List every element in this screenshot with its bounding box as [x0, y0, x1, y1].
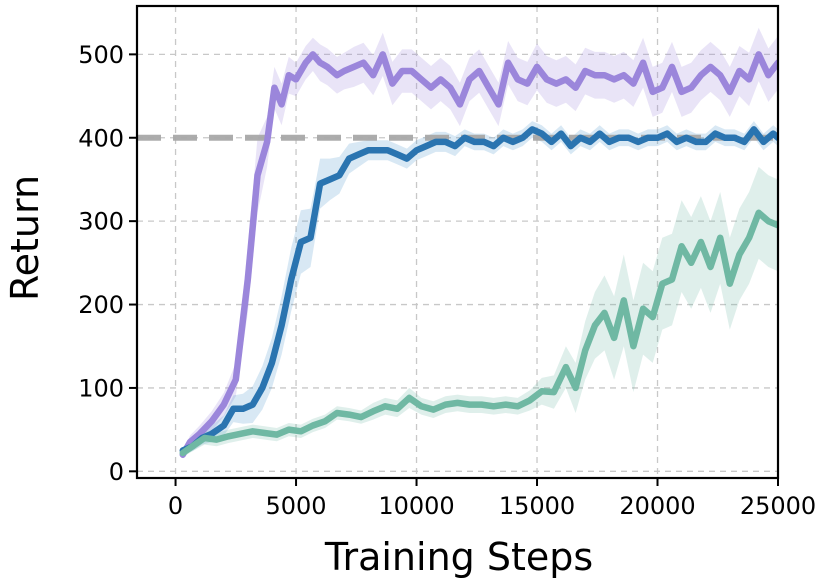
- x-tick-label: 20000: [619, 492, 695, 520]
- grid: [137, 6, 779, 478]
- x-tick-label: 25000: [740, 492, 816, 520]
- series-lines: [179, 51, 778, 458]
- x-axis-ticks: 0 5000 10000 15000 20000 25000: [168, 478, 816, 520]
- y-tick-label: 500: [78, 41, 124, 69]
- x-axis-title: Training Steps: [324, 535, 593, 579]
- series-line-2: [179, 209, 778, 457]
- y-axis-title: Return: [3, 175, 47, 301]
- y-tick-label: 300: [78, 208, 124, 236]
- series-band-2: [182, 166, 778, 458]
- y-tick-label: 400: [78, 124, 124, 152]
- x-tick-label: 0: [168, 492, 183, 520]
- x-tick-label: 10000: [378, 492, 454, 520]
- y-tick-label: 100: [78, 374, 124, 402]
- series-band-1: [182, 121, 778, 454]
- y-tick-label: 200: [78, 291, 124, 319]
- y-axis-ticks: 0 100 200 300 400 500: [78, 41, 137, 486]
- series-line-1: [179, 126, 778, 454]
- series-line-0: [179, 51, 778, 458]
- x-tick-label: 15000: [499, 492, 575, 520]
- plot-frame: [135, 4, 780, 480]
- x-tick-label: 5000: [266, 492, 327, 520]
- y-tick-label: 0: [109, 458, 124, 486]
